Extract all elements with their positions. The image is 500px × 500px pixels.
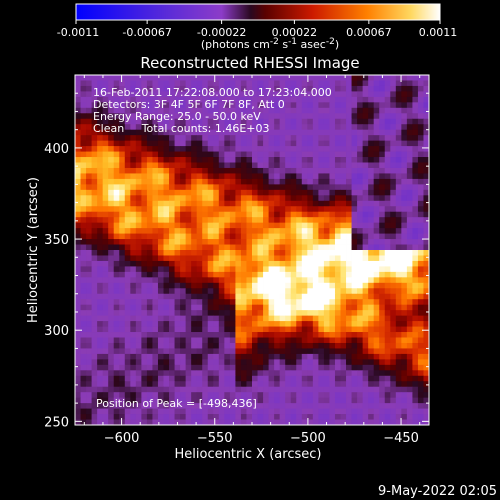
x-tick-label: −450 [383,431,419,446]
y-tick-label: 300 [44,324,69,339]
y-axis-label: Heliocentric Y (arcsec) [26,177,41,323]
y-tick-label: 250 [44,415,69,430]
colorbar-label: (photons cm-2 s-1 asec-2) [201,37,339,51]
colorbar-tick-label: -0.0011 [57,26,99,39]
annotation-time: 16-Feb-2011 17:22:08.000 to 17:23:04.000 [93,86,332,99]
chart-title: Reconstructed RHESSI Image [140,54,359,72]
colorbar-tick-label: 0.00022 [272,26,318,39]
y-axis: 250 300 350 400 [44,92,429,430]
colorbar-ticks: -0.0011 -0.00067 -0.00022 0.00022 0.00067 0.0… [57,20,457,39]
annotation-clean: Clean Total counts: 1.46E+03 [93,122,270,135]
annotation-energy: Energy Range: 25.0 - 50.0 keV [93,110,261,123]
annotation-block: 16-Feb-2011 17:22:08.000 to 17:23:04.000… [93,86,332,135]
peak-position-label: Position of Peak = [-498,436] [96,397,257,410]
colorbar-tick-label: -0.00067 [122,26,171,39]
x-tick-label: −500 [290,431,326,446]
x-axis-label: Heliocentric X (arcsec) [175,447,322,462]
annotation-detectors: Detectors: 3F 4F 5F 6F 7F 8F, Att 0 [93,98,285,111]
x-axis: −600 −550 −500 −450 [83,75,421,446]
heatmap-image [75,75,430,426]
x-tick-label: −600 [104,431,140,446]
colorbar-tick-label: 0.0011 [419,26,458,39]
colorbar [75,3,441,21]
y-tick-label: 350 [44,233,69,248]
colorbar-tick-label: 0.00067 [346,26,392,39]
x-tick-label: −550 [197,431,233,446]
colorbar-tick-label: -0.00022 [197,26,246,39]
footer-date: 9-May-2022 02:05 [378,484,497,499]
y-tick-label: 400 [44,142,69,157]
